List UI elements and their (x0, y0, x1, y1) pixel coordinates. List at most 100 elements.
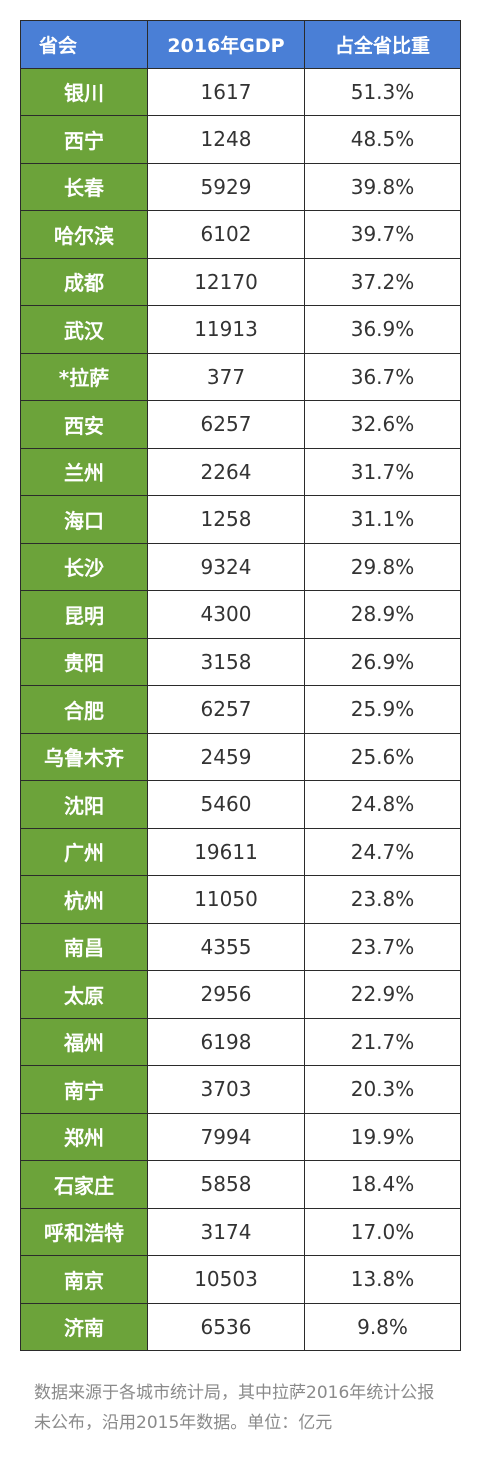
share-cell: 25.6% (304, 732, 461, 781)
city-cell: 西安 (20, 400, 148, 449)
city-cell: 沈阳 (20, 780, 148, 829)
share-cell: 23.7% (304, 922, 461, 971)
table-row: 太原 2956 22.9% (20, 970, 461, 1019)
gdp-cell: 2264 (147, 447, 305, 496)
header-row: 省会 2016年GDP 占全省比重 (20, 20, 461, 69)
city-cell: 济南 (20, 1302, 148, 1351)
table-row: 南昌 4355 23.7% (20, 922, 461, 971)
city-cell: 西宁 (20, 115, 148, 164)
table-row: 福州 6198 21.7% (20, 1017, 461, 1066)
share-cell: 20.3% (304, 1065, 461, 1114)
table-header: 省会 2016年GDP 占全省比重 (20, 20, 461, 69)
city-cell: 长春 (20, 162, 148, 211)
share-cell: 18.4% (304, 1160, 461, 1209)
gdp-cell: 5929 (147, 162, 305, 211)
gdp-cell: 3158 (147, 637, 305, 686)
gdp-table: 省会 2016年GDP 占全省比重 银川 1617 51.3% 西宁 1248 48.5%… (20, 20, 461, 1351)
share-cell: 29.8% (304, 542, 461, 591)
share-cell: 36.7% (304, 352, 461, 401)
city-cell: 郑州 (20, 1112, 148, 1161)
city-cell: 南宁 (20, 1065, 148, 1114)
share-cell: 48.5% (304, 115, 461, 164)
gdp-cell: 6257 (147, 685, 305, 734)
share-cell: 23.8% (304, 875, 461, 924)
header-gdp: 2016年GDP (147, 20, 305, 69)
table-row: 银川 1617 51.3% (20, 67, 461, 116)
table-row: 西安 6257 32.6% (20, 400, 461, 449)
city-cell: 成都 (20, 257, 148, 306)
gdp-cell: 377 (147, 352, 305, 401)
gdp-cell: 2956 (147, 970, 305, 1019)
table-body: 银川 1617 51.3% 西宁 1248 48.5% 长春 5929 39.8% 哈尔滨 6102… (20, 67, 461, 1351)
table-row: 石家庄 5858 18.4% (20, 1160, 461, 1209)
gdp-cell: 2459 (147, 732, 305, 781)
gdp-cell: 11913 (147, 305, 305, 354)
gdp-cell: 19611 (147, 827, 305, 876)
city-cell: 南昌 (20, 922, 148, 971)
table-row: 南京 10503 13.8% (20, 1255, 461, 1304)
table-row: 长春 5929 39.8% (20, 162, 461, 211)
city-cell: 银川 (20, 67, 148, 116)
share-cell: 19.9% (304, 1112, 461, 1161)
city-cell: 贵阳 (20, 637, 148, 686)
gdp-table-container: 省会 2016年GDP 占全省比重 银川 1617 51.3% 西宁 1248 48.5%… (20, 20, 461, 1351)
table-row: 乌鲁木齐 2459 25.6% (20, 732, 461, 781)
share-cell: 17.0% (304, 1207, 461, 1256)
city-cell: 石家庄 (20, 1160, 148, 1209)
share-cell: 37.2% (304, 257, 461, 306)
gdp-cell: 6536 (147, 1302, 305, 1351)
share-cell: 28.9% (304, 590, 461, 639)
share-cell: 31.1% (304, 495, 461, 544)
gdp-cell: 3703 (147, 1065, 305, 1114)
gdp-cell: 6257 (147, 400, 305, 449)
city-cell: 海口 (20, 495, 148, 544)
table-row: 济南 6536 9.8% (20, 1302, 461, 1351)
gdp-cell: 5858 (147, 1160, 305, 1209)
gdp-cell: 1248 (147, 115, 305, 164)
share-cell: 32.6% (304, 400, 461, 449)
city-cell: 武汉 (20, 305, 148, 354)
share-cell: 39.8% (304, 162, 461, 211)
table-row: 武汉 11913 36.9% (20, 305, 461, 354)
gdp-cell: 10503 (147, 1255, 305, 1304)
gdp-cell: 12170 (147, 257, 305, 306)
table-row: 哈尔滨 6102 39.7% (20, 210, 461, 259)
table-row: 成都 12170 37.2% (20, 257, 461, 306)
table-row: 长沙 9324 29.8% (20, 542, 461, 591)
city-cell: 广州 (20, 827, 148, 876)
table-row: 南宁 3703 20.3% (20, 1065, 461, 1114)
table-row: 沈阳 5460 24.8% (20, 780, 461, 829)
table-row: 兰州 2264 31.7% (20, 447, 461, 496)
table-row: 海口 1258 31.1% (20, 495, 461, 544)
gdp-cell: 9324 (147, 542, 305, 591)
city-cell: 杭州 (20, 875, 148, 924)
header-share: 占全省比重 (304, 20, 461, 69)
share-cell: 39.7% (304, 210, 461, 259)
share-cell: 25.9% (304, 685, 461, 734)
table-row: 广州 19611 24.7% (20, 827, 461, 876)
gdp-cell: 1617 (147, 67, 305, 116)
gdp-cell: 6102 (147, 210, 305, 259)
share-cell: 13.8% (304, 1255, 461, 1304)
share-cell: 24.7% (304, 827, 461, 876)
gdp-cell: 3174 (147, 1207, 305, 1256)
share-cell: 22.9% (304, 970, 461, 1019)
table-row: 杭州 11050 23.8% (20, 875, 461, 924)
gdp-cell: 1258 (147, 495, 305, 544)
share-cell: 31.7% (304, 447, 461, 496)
city-cell: 福州 (20, 1017, 148, 1066)
table-row: 合肥 6257 25.9% (20, 685, 461, 734)
table-row: 昆明 4300 28.9% (20, 590, 461, 639)
city-cell: *拉萨 (20, 352, 148, 401)
share-cell: 51.3% (304, 67, 461, 116)
city-cell: 长沙 (20, 542, 148, 591)
gdp-cell: 7994 (147, 1112, 305, 1161)
gdp-cell: 5460 (147, 780, 305, 829)
gdp-cell: 4355 (147, 922, 305, 971)
city-cell: 兰州 (20, 447, 148, 496)
share-cell: 26.9% (304, 637, 461, 686)
city-cell: 合肥 (20, 685, 148, 734)
city-cell: 乌鲁木齐 (20, 732, 148, 781)
gdp-cell: 6198 (147, 1017, 305, 1066)
share-cell: 21.7% (304, 1017, 461, 1066)
